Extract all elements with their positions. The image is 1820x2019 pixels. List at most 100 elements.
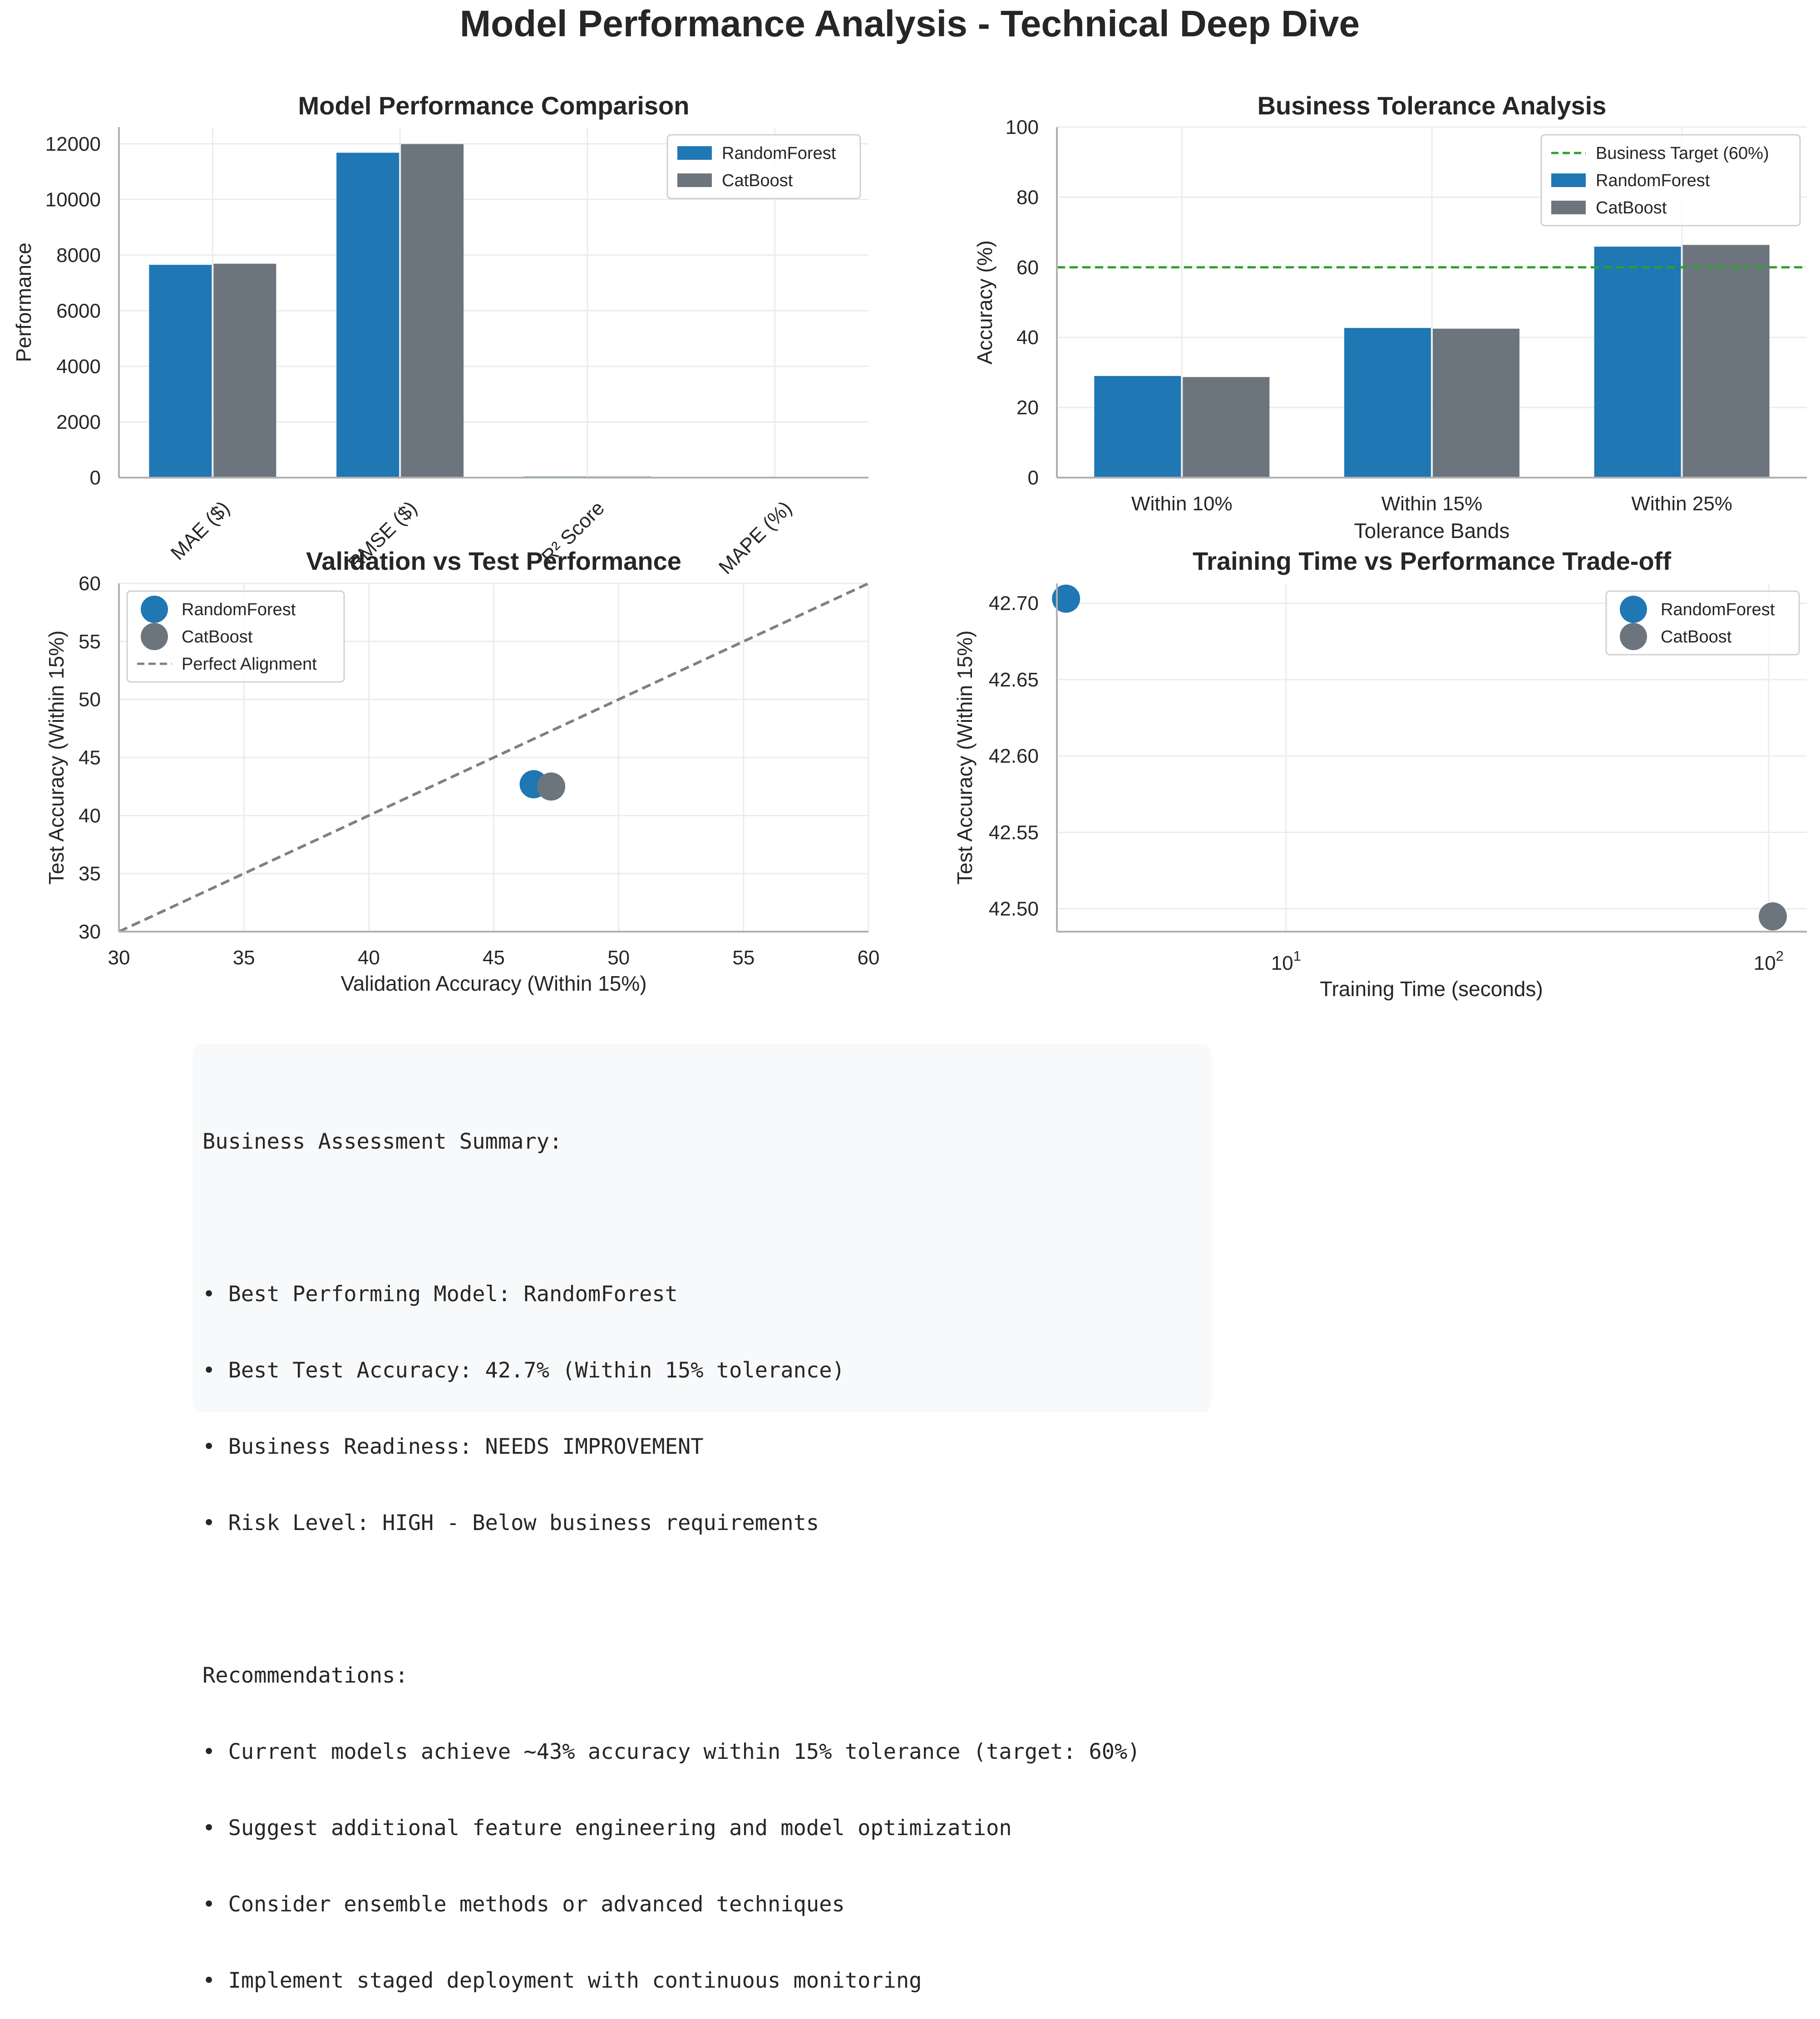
y-tick-label: 12000 [45, 133, 101, 155]
legend-label: CatBoost [1596, 198, 1667, 217]
legend-marker [1620, 623, 1647, 650]
point-randomforest [1052, 584, 1080, 613]
legend-marker [1620, 596, 1647, 623]
summary-point: • Best Performing Model: RandomForest [202, 1282, 678, 1307]
summary-point: • Best Test Accuracy: 42.7% (Within 15% … [202, 1358, 845, 1383]
x-tick-label: MAPE (%) [715, 497, 796, 578]
x-tick-label: 50 [607, 947, 630, 969]
y-tick-label: 42.60 [989, 745, 1039, 767]
legend-swatch [1551, 201, 1586, 214]
y-tick-label: 35 [79, 863, 101, 885]
bar-catboost [1433, 328, 1519, 478]
y-tick-label: 60 [1016, 257, 1039, 279]
x-tick-label: 60 [858, 947, 880, 969]
y-tick-label: 4000 [56, 355, 101, 378]
y-axis-label: Test Accuracy (Within 15%) [44, 631, 68, 885]
x-tick-label: 30 [108, 947, 130, 969]
point-catboost [537, 772, 566, 801]
legend-marker [141, 623, 168, 650]
legend-box [666, 134, 861, 199]
x-tick-label: 102 [1754, 948, 1784, 974]
y-tick-label: 0 [90, 467, 101, 489]
y-tick-label: 50 [79, 689, 101, 711]
legend-label: Business Target (60%) [1596, 144, 1769, 163]
legend-label: CatBoost [1661, 627, 1732, 647]
chart-validation-vs-test: 30 35 40 45 50 55 60 30 35 40 45 50 55 60 Validation v… [44, 547, 879, 995]
y-axis-label: Test Accuracy (Within 15%) [953, 631, 977, 885]
bar-catboost [213, 263, 276, 478]
legend-swatch [1551, 173, 1586, 187]
x-tick-label: 55 [732, 947, 755, 969]
y-tick-label: 42.50 [989, 898, 1039, 920]
legend-swatch [677, 173, 712, 187]
y-tick-label: 55 [79, 631, 101, 653]
y-tick-label: 30 [79, 921, 101, 943]
x-tick-label: MAE ($) [167, 497, 234, 564]
bar-randomforest [1344, 328, 1431, 478]
summary-heading: Business Assessment Summary: [202, 1129, 562, 1154]
x-axis-label: Tolerance Bands [1354, 519, 1510, 543]
perfect-alignment-line [118, 582, 869, 933]
y-tick-label: 0 [1028, 467, 1039, 489]
recommendation-item: • Implement staged deployment with conti… [202, 1968, 922, 1993]
x-tick-label: Within 10% [1131, 493, 1233, 515]
y-tick-label: 8000 [56, 244, 101, 267]
y-tick-label: 20 [1016, 397, 1039, 419]
y-tick-label: 2000 [56, 411, 101, 433]
bar-catboost [1682, 245, 1770, 478]
y-tick-label: 45 [79, 747, 101, 769]
y-tick-label: 40 [79, 805, 101, 827]
y-tick-label: 42.55 [989, 821, 1039, 844]
legend-label: RandomForest [1596, 171, 1710, 190]
x-tick-label: 45 [483, 947, 505, 969]
legend-box [1605, 590, 1800, 656]
legend-swatch [677, 146, 712, 160]
y-tick-label: 100 [1006, 116, 1039, 138]
figure-title: Model Performance Analysis - Technical D… [460, 3, 1360, 44]
recommendations-heading: Recommendations: [202, 1663, 408, 1688]
recommendation-item: • Consider ensemble methods or advanced … [202, 1892, 845, 1917]
bar-catboost [1183, 377, 1270, 478]
legend-label: CatBoost [722, 171, 793, 190]
chart-title: Validation vs Test Performance [306, 547, 681, 575]
y-tick-label: 10000 [45, 188, 101, 211]
x-tick-label: 101 [1271, 948, 1301, 974]
legend-label: RandomForest [1661, 600, 1775, 619]
chart-business-tolerance: 0 20 40 60 80 100 Within 10% Within 15% Within 2… [973, 91, 1807, 543]
chart-title: Training Time vs Performance Trade-off [1193, 547, 1671, 575]
bar-randomforest [336, 153, 400, 478]
chart-title: Model Performance Comparison [298, 91, 690, 120]
bar-randomforest [149, 265, 212, 478]
chart-training-time-tradeoff: 42.50 42.55 42.60 42.65 42.70 101 102 Training … [953, 547, 1807, 1001]
chart-title: Business Tolerance Analysis [1258, 91, 1607, 120]
y-tick-label: 42.70 [989, 592, 1039, 615]
legend-box [1540, 134, 1801, 227]
summary-point: • Risk Level: HIGH - Below business requ… [202, 1511, 819, 1535]
business-summary-box: Business Assessment Summary: • Best Perf… [192, 1044, 1212, 1993]
recommendation-item: • Current models achieve ~43% accuracy w… [202, 1739, 1140, 1764]
x-tick-label: 35 [233, 947, 255, 969]
legend-box [126, 590, 345, 683]
figure: Model Performance Analysis - Technical D… [12, 3, 1807, 1001]
bar-randomforest [1594, 247, 1681, 478]
legend-label: Perfect Alignment [182, 655, 317, 674]
x-tick-label: Within 25% [1631, 493, 1732, 515]
y-axis-label: Performance [12, 242, 35, 362]
legend-label: CatBoost [182, 627, 253, 647]
bar-catboost [401, 144, 464, 478]
x-tick-label: Within 15% [1381, 493, 1483, 515]
point-catboost [1758, 902, 1787, 931]
legend-label: RandomForest [722, 144, 836, 163]
y-tick-label: 80 [1016, 186, 1039, 208]
y-tick-label: 60 [79, 573, 101, 595]
recommendation-item: • Suggest additional feature engineering… [202, 1816, 1012, 1841]
summary-point: • Business Readiness: NEEDS IMPROVEMENT [202, 1434, 704, 1459]
legend-label: RandomForest [182, 600, 296, 619]
y-tick-label: 42.65 [989, 669, 1039, 691]
x-tick-label: 40 [358, 947, 380, 969]
x-axis-label: Validation Accuracy (Within 15%) [340, 972, 646, 995]
bar-randomforest [1094, 376, 1181, 478]
y-tick-label: 40 [1016, 326, 1039, 349]
legend-marker [141, 596, 168, 623]
